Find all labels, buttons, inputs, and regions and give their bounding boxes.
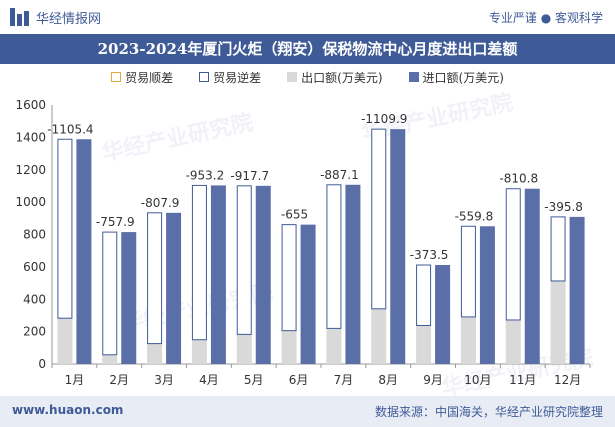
export-bar — [57, 318, 73, 364]
legend-swatch-deficit — [199, 72, 210, 82]
deficit-bar — [147, 212, 163, 345]
deficit-bar — [416, 264, 432, 326]
y-tick-label: 1400 — [15, 130, 46, 144]
import-bar — [569, 216, 585, 364]
deficit-data-label: -1105.4 — [47, 122, 93, 136]
legend-label-deficit: 贸易逆差 — [213, 70, 262, 85]
import-bar — [121, 232, 137, 364]
brand-name: 华经情报网 — [36, 11, 102, 27]
brand-logo-icon — [10, 8, 30, 26]
x-tick-label: 1月 — [65, 373, 85, 387]
legend-label-export: 出口额(万美元) — [301, 70, 383, 85]
export-bar — [326, 328, 342, 364]
deficit-bar — [505, 188, 521, 321]
legend-item-surplus: 贸易顺差 — [111, 69, 173, 86]
chart-title: 2023-2024年厦门火炬（翔安）保税物流中心月度进出口差额 — [97, 40, 518, 58]
import-bar — [390, 129, 406, 364]
title-bar: 2023-2024年厦门火炬（翔安）保税物流中心月度进出口差额 — [0, 34, 615, 64]
x-tick-label: 2月 — [109, 373, 129, 387]
legend-swatch-import — [408, 72, 419, 82]
deficit-bar — [57, 138, 73, 319]
x-tick-label: 9月 — [423, 373, 443, 387]
x-tick-label: 7月 — [334, 373, 354, 387]
y-tick-label: 800 — [23, 228, 46, 242]
deficit-data-label: -373.5 — [410, 248, 449, 262]
y-tick-label: 1600 — [15, 98, 46, 112]
deficit-data-label: -395.8 — [544, 200, 583, 214]
deficit-bar — [102, 231, 118, 356]
export-bar — [550, 280, 566, 364]
import-bar — [479, 226, 495, 364]
legend-swatch-surplus — [111, 72, 122, 82]
deficit-data-label: -807.9 — [141, 196, 180, 210]
x-tick-label: 5月 — [244, 373, 264, 387]
deficit-bar — [460, 225, 476, 318]
deficit-data-label: -953.2 — [186, 168, 225, 182]
legend-label-surplus: 贸易顺差 — [125, 70, 174, 85]
import-bar — [300, 224, 316, 364]
deficit-bar — [326, 184, 342, 329]
export-bar — [460, 316, 476, 364]
top-bar: 华经情报网 专业严谨 ● 客观科学 — [0, 0, 615, 34]
deficit-data-label: -559.8 — [455, 209, 494, 223]
deficit-bar — [191, 184, 207, 341]
x-tick-label: 8月 — [378, 373, 398, 387]
export-bar — [416, 325, 432, 364]
legend-swatch-export — [287, 72, 298, 82]
deficit-data-label: -810.8 — [499, 172, 538, 186]
y-tick-label: 200 — [23, 325, 46, 339]
import-bar — [166, 212, 182, 364]
x-tick-label: 11月 — [509, 373, 536, 387]
brand: 华经情报网 — [10, 8, 102, 27]
export-bar — [191, 339, 207, 364]
y-tick-label: 600 — [23, 260, 46, 274]
footer-website: www.huaon.com — [12, 403, 124, 417]
legend-item-export: 出口额(万美元) — [287, 69, 383, 86]
import-bar — [255, 185, 271, 364]
x-tick-label: 6月 — [289, 373, 309, 387]
deficit-data-label: -917.7 — [230, 169, 269, 183]
export-bar — [371, 308, 387, 364]
x-tick-label: 3月 — [154, 373, 174, 387]
deficit-data-label: -655 — [281, 208, 308, 222]
deficit-bar — [281, 224, 297, 332]
footer-bar: www.huaon.com 数据来源：中国海关，华经产业研究院整理 — [0, 396, 615, 427]
export-bar — [236, 334, 252, 364]
x-tick-label: 12月 — [554, 373, 581, 387]
deficit-data-label: -1109.9 — [361, 112, 407, 126]
import-bar — [210, 185, 226, 364]
chart-legend: 贸易顺差 贸易逆差 出口额(万美元) 进口额(万美元) — [0, 66, 615, 88]
deficit-bar — [550, 216, 566, 282]
import-bar — [76, 139, 92, 364]
x-tick-label: 10月 — [464, 373, 491, 387]
y-tick-label: 0 — [38, 357, 46, 371]
y-tick-label: 1200 — [15, 163, 46, 177]
footer-source: 数据来源：中国海关，华经产业研究院整理 — [374, 405, 603, 419]
x-tick-label: 4月 — [199, 373, 219, 387]
deficit-bar — [371, 128, 387, 310]
import-bar — [435, 265, 451, 364]
legend-label-import: 进口额(万美元) — [422, 70, 504, 85]
deficit-bar — [236, 185, 252, 335]
y-tick-label: 1000 — [15, 195, 46, 209]
tagline: 专业严谨 ● 客观科学 — [488, 11, 603, 25]
legend-item-import: 进口额(万美元) — [408, 69, 504, 86]
export-bar — [102, 354, 118, 364]
export-bar — [147, 343, 163, 364]
import-bar — [524, 188, 540, 364]
import-bar — [345, 184, 361, 364]
export-bar — [281, 330, 297, 364]
legend-item-deficit: 贸易逆差 — [199, 69, 261, 86]
chart-plot: 0 200 400 600 800 1000 1200 1400 1600-1105.4 1月 -7… — [15, 98, 591, 387]
deficit-data-label: -887.1 — [320, 168, 359, 182]
export-bar — [505, 319, 521, 364]
y-tick-label: 400 — [23, 292, 46, 306]
deficit-data-label: -757.9 — [96, 215, 135, 229]
